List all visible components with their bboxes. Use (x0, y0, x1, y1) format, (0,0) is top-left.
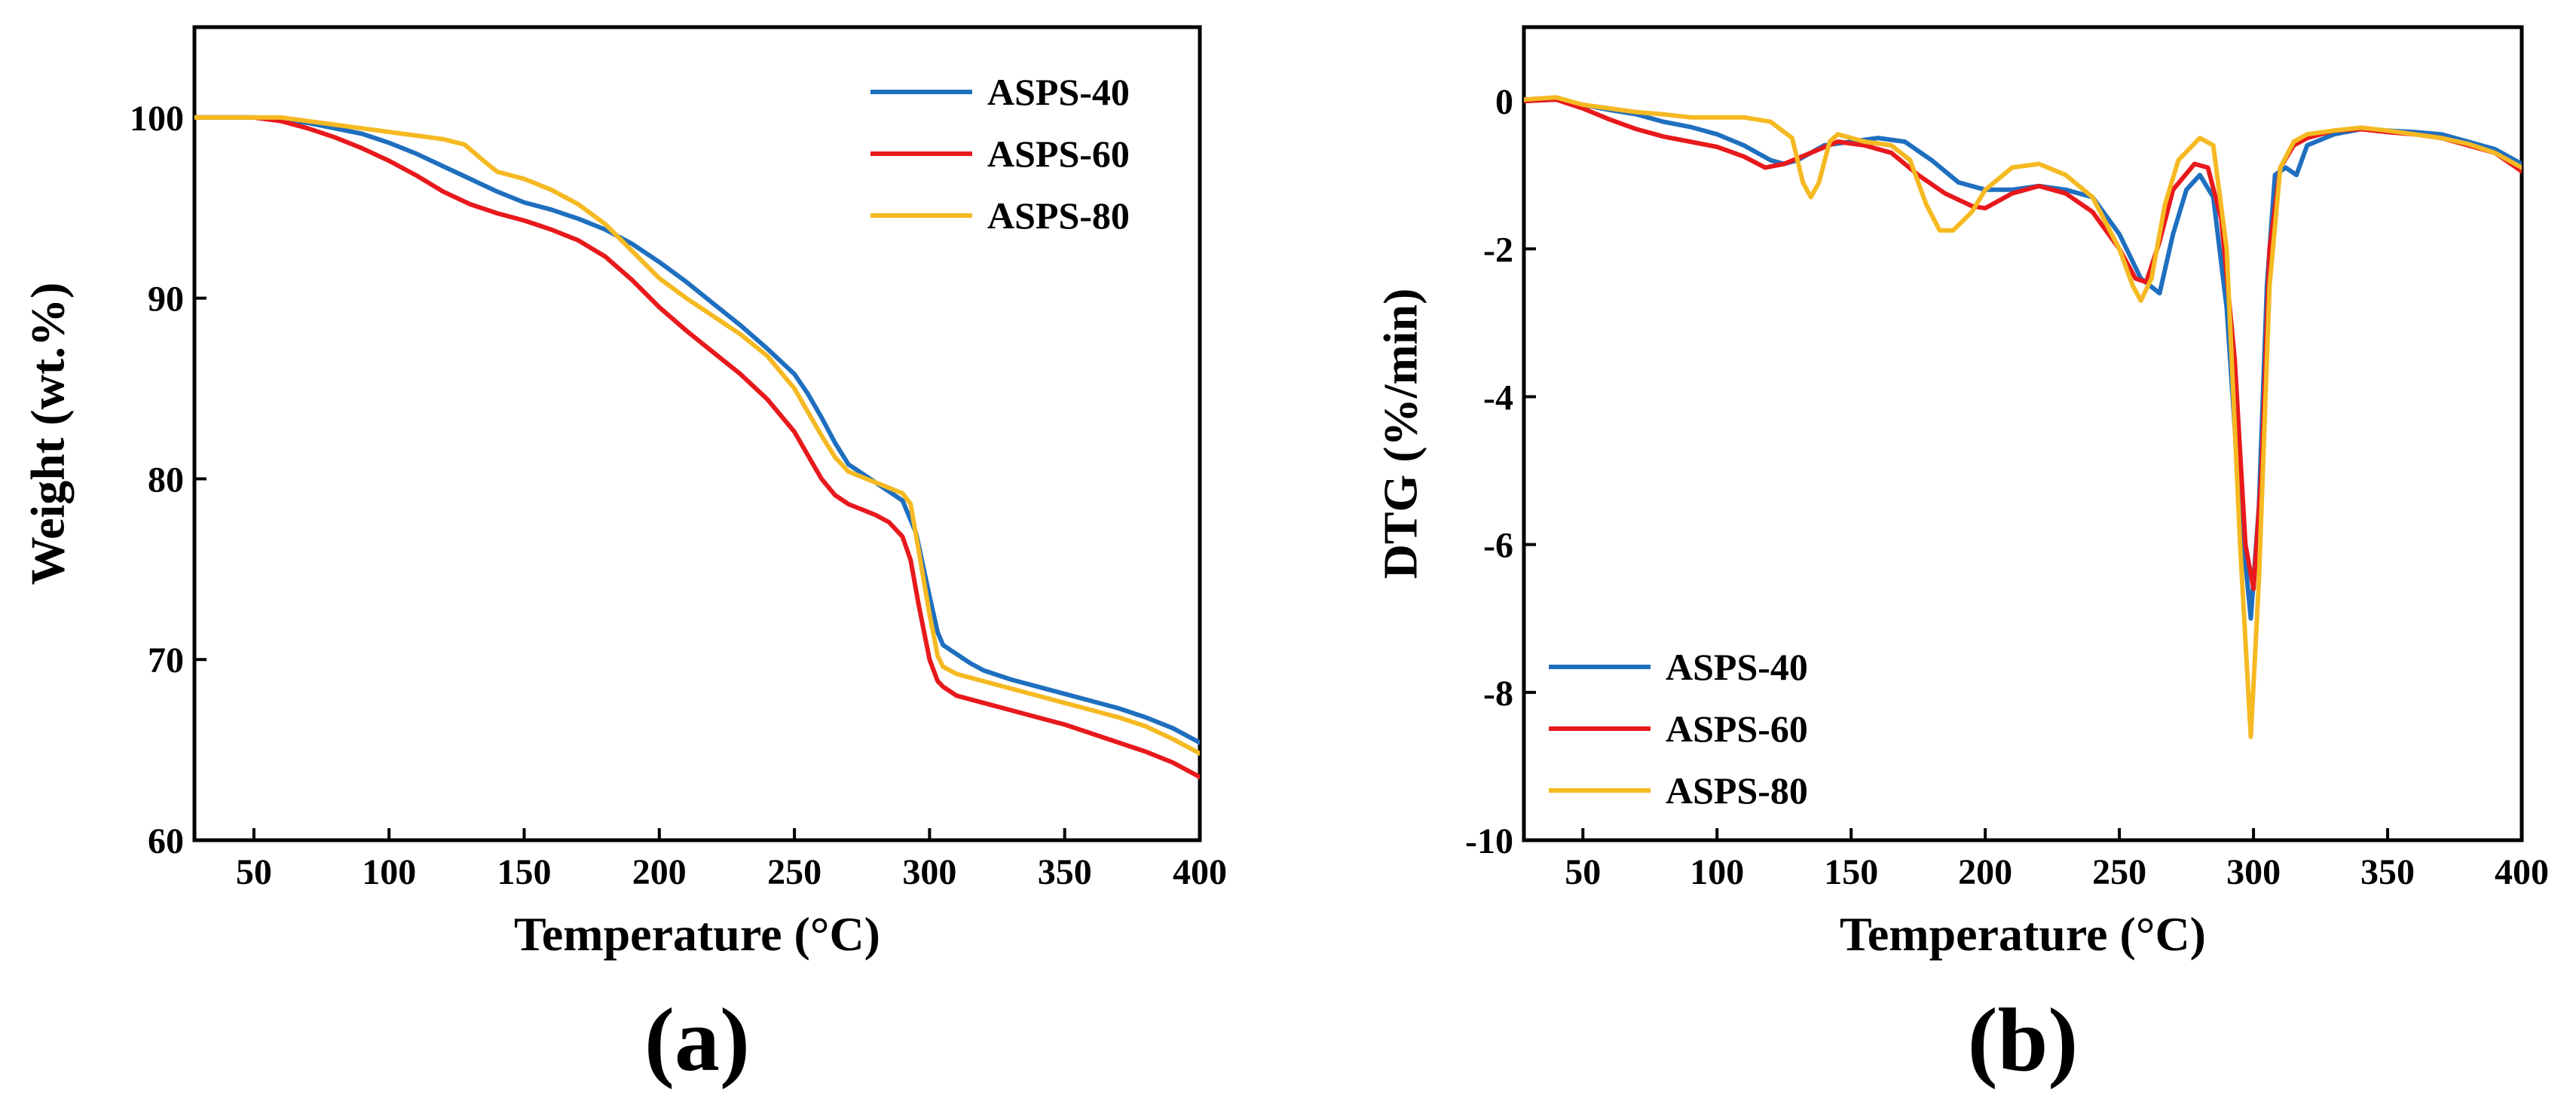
x-tick-label-b-0: 50 (1565, 852, 1601, 892)
x-tick-label-b-6: 350 (2360, 852, 2415, 892)
x-tick-label-b-4: 250 (2092, 852, 2146, 892)
y-tick-label-a-4: 100 (130, 99, 184, 139)
plot-frame-a (192, 25, 1202, 842)
panel-label-a: (a) (644, 989, 750, 1090)
legend-label-a-0: ASPS-40 (987, 71, 1130, 113)
legend-label-b-1: ASPS-60 (1666, 708, 1808, 750)
plot-frame-b (1522, 25, 2524, 842)
y-tick-label-b-4: -8 (1483, 674, 1513, 714)
y-tick-label-b-2: -4 (1483, 378, 1513, 417)
legend-label-a-1: ASPS-60 (987, 133, 1130, 175)
legend-label-b-2: ASPS-80 (1666, 769, 1808, 812)
series-group-a (194, 115, 1200, 780)
y-tick-label-a-3: 90 (148, 280, 184, 320)
y-tick-label-a-2: 80 (148, 460, 184, 500)
x-tick-label-a-7: 400 (1173, 852, 1227, 892)
x-tick-label-a-0: 50 (236, 852, 272, 892)
series-line-b-asps-60 (1524, 97, 2522, 592)
y-tick-label-b-1: -2 (1483, 230, 1513, 270)
x-tick-label-b-5: 300 (2226, 852, 2281, 892)
x-tick-label-a-1: 100 (362, 852, 416, 892)
x-tick-label-a-3: 200 (632, 852, 687, 892)
y-axis-title-b: DTG (%/min) (1374, 289, 1427, 579)
y-tick-label-b-3: -6 (1483, 526, 1513, 566)
y-tick-label-b-5: -10 (1465, 821, 1513, 861)
x-axis-title-b: Temperature (°C) (1840, 907, 2206, 961)
panel-label-b: (b) (1968, 989, 2079, 1090)
chart-b: 50 100 150 200 250 300 350 400 0 -2 -4 -6 -8 -10 Tempe… (1374, 25, 2549, 1090)
series-line-a-asps-80 (194, 115, 1200, 756)
chart-a: 50 100 150 200 250 300 350 400 60 70 80 90 100 Temper… (21, 25, 1227, 1090)
x-tick-label-a-6: 350 (1038, 852, 1092, 892)
x-tick-label-b-1: 100 (1690, 852, 1744, 892)
legend-label-b-0: ASPS-40 (1666, 646, 1808, 688)
series-line-b-asps-80 (1524, 95, 2522, 739)
series-group-b (1524, 95, 2522, 739)
series-line-a-asps-40 (194, 115, 1200, 745)
x-axis-title-a: Temperature (°C) (514, 907, 880, 961)
y-tick-label-b-0: 0 (1495, 82, 1513, 122)
legend-label-a-2: ASPS-80 (987, 194, 1130, 237)
series-line-a-asps-60 (194, 115, 1200, 780)
x-tick-label-b-7: 400 (2495, 852, 2549, 892)
x-tick-label-b-2: 150 (1824, 852, 1878, 892)
series-line-b-asps-40 (1524, 97, 2522, 621)
x-tick-label-a-2: 150 (497, 852, 551, 892)
x-tick-label-a-5: 300 (902, 852, 956, 892)
x-tick-label-a-4: 250 (767, 852, 821, 892)
y-tick-label-a-0: 60 (148, 821, 184, 861)
y-axis-title-a: Weight (wt.%) (21, 283, 75, 586)
y-tick-label-a-1: 70 (148, 641, 184, 680)
x-tick-label-b-3: 200 (1958, 852, 2012, 892)
